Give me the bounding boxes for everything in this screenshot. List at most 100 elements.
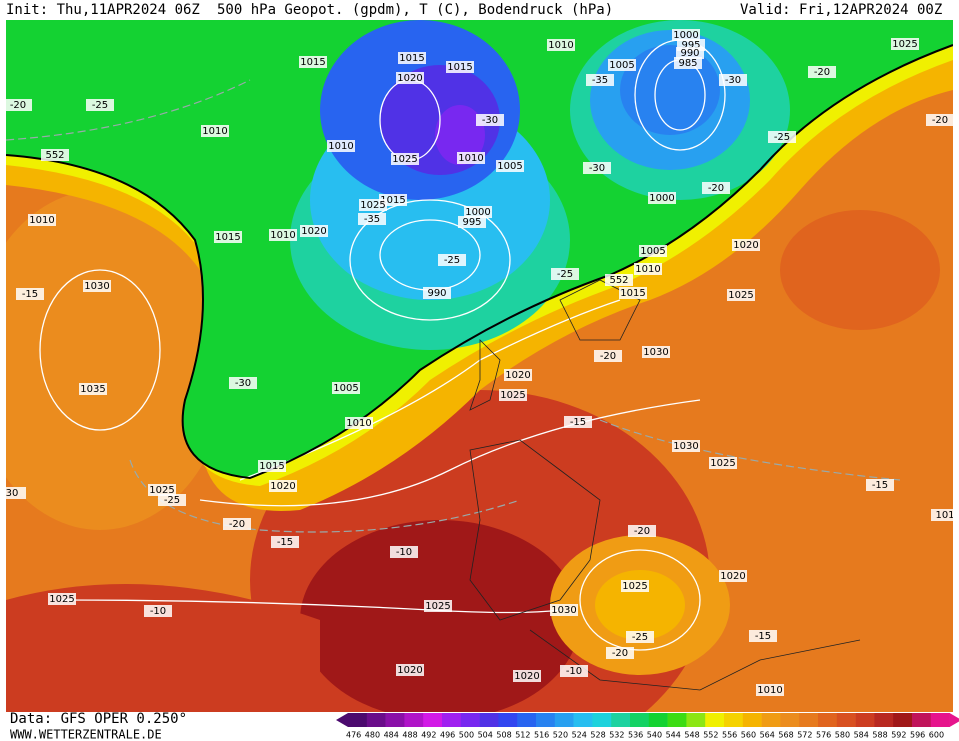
contour-label: 101 [935, 510, 954, 521]
label-box [332, 382, 360, 394]
contour-label: -20 [932, 115, 948, 126]
label-box [719, 74, 747, 86]
contour-label: 1005 [609, 60, 634, 71]
label-box [271, 536, 299, 548]
label-box [547, 39, 575, 51]
contour-label: 1020 [733, 240, 758, 251]
colorbar-cell [404, 713, 424, 727]
label-box [926, 114, 953, 126]
contour-label: 1025 [622, 581, 647, 592]
label-box [608, 59, 636, 71]
label-box [866, 479, 894, 491]
label-box [628, 525, 656, 537]
label-box [464, 206, 492, 218]
colorbar-arrow-right [949, 713, 959, 727]
colorbar-arrow-left [336, 713, 348, 727]
label-box [269, 480, 297, 492]
colorbar-cell [517, 713, 537, 727]
colorbar-cell [385, 713, 405, 727]
colorbar-label: 544 [666, 731, 681, 740]
label-box [504, 369, 532, 381]
label-box [648, 192, 676, 204]
label-box [672, 29, 700, 41]
valid-time: Valid: Fri,12APR2024 00Z [740, 2, 942, 18]
colorbar-cell [761, 713, 781, 727]
label-box [300, 225, 328, 237]
label-box [229, 377, 257, 389]
contour-label: 995 [462, 217, 481, 228]
contour-label: -15 [277, 537, 293, 548]
label-box [6, 99, 32, 111]
label-box [513, 670, 541, 682]
colorbar-label: 496 [440, 731, 455, 740]
colorbar-cell [536, 713, 556, 727]
label-box [605, 274, 633, 286]
colorbar-label: 564 [760, 731, 775, 740]
colorbar-label: 552 [703, 731, 718, 740]
label-box [551, 268, 579, 280]
colorbar-label: 488 [402, 731, 417, 740]
colorbar-cell [460, 713, 480, 727]
label-box [756, 684, 784, 696]
label-box [396, 664, 424, 676]
contour-label: 1030 [673, 441, 698, 452]
colorbar-label: 588 [872, 731, 887, 740]
contour-label: -15 [755, 631, 771, 642]
contour-label: 1025 [710, 458, 735, 469]
colorbar-label: 492 [421, 731, 436, 740]
contour-label: -20 [814, 67, 830, 78]
colorbar-cell [780, 713, 800, 727]
label-box [41, 149, 69, 161]
contour-label: 995 [681, 40, 700, 51]
contour-label: 1025 [892, 39, 917, 50]
label-box [768, 131, 796, 143]
contour-label: -15 [570, 417, 586, 428]
contour-label: -25 [444, 255, 460, 266]
contour-label: 1020 [720, 571, 745, 582]
label-box [499, 389, 527, 401]
colorbar-cell [836, 713, 856, 727]
label-box [214, 231, 242, 243]
label-box [269, 229, 297, 241]
colorbar-label: 508 [496, 731, 511, 740]
label-box [345, 417, 373, 429]
contour-label: 30 [6, 488, 19, 499]
label-box [550, 604, 578, 616]
colorbar-cell [667, 713, 687, 727]
label-box [398, 52, 426, 64]
colorbar-label: 600 [929, 731, 944, 740]
colorbar-cell [573, 713, 593, 727]
contour-label: -35 [364, 214, 380, 225]
label-box [423, 287, 451, 299]
contour-label: -25 [92, 100, 108, 111]
colorbar-label: 512 [515, 731, 530, 740]
colorbar-cell [930, 713, 950, 727]
contour-label: 1020 [505, 370, 530, 381]
contour-label: 1025 [392, 154, 417, 165]
colorbar-cell [742, 713, 762, 727]
label-box [48, 593, 76, 605]
coastlines [469, 279, 861, 691]
contour-label: 1020 [270, 481, 295, 492]
contour-label: 1015 [300, 57, 325, 68]
label-box [931, 509, 953, 521]
colorbar-label: 532 [609, 731, 624, 740]
label-box [359, 199, 387, 211]
label-box [446, 61, 474, 73]
contour-label: 1015 [399, 53, 424, 64]
contour-label: 1035 [80, 384, 105, 395]
label-box [808, 66, 836, 78]
contour-label: -10 [396, 547, 412, 558]
contour-label: 1010 [548, 40, 573, 51]
colorbar-label: 592 [891, 731, 906, 740]
contour-label: 1005 [640, 246, 665, 257]
contour-label: 1015 [447, 62, 472, 73]
contour-label: -25 [164, 495, 180, 506]
contour-label: -10 [150, 606, 166, 617]
contour-label: 1025 [425, 601, 450, 612]
colorbar-label: 580 [835, 731, 850, 740]
contour-label: 1000 [649, 193, 674, 204]
colorbar-label: 572 [797, 731, 812, 740]
label-box [626, 631, 654, 643]
contour-label: 1010 [29, 215, 54, 226]
